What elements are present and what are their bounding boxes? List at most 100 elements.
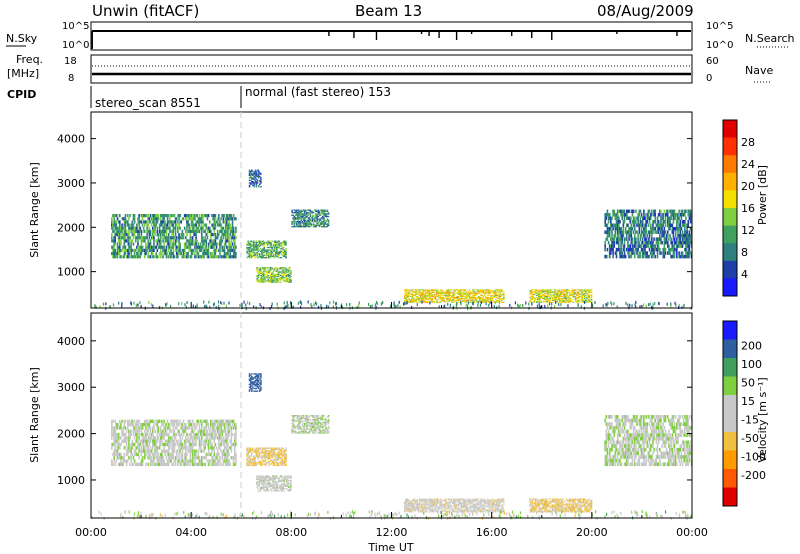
echo-cell	[120, 229, 122, 233]
echo-cell	[136, 236, 138, 240]
echo-cell	[267, 269, 270, 271]
echo-cell	[534, 292, 537, 294]
echo-cell	[684, 223, 686, 227]
echo-cell	[546, 292, 548, 294]
echo-cell	[633, 226, 636, 231]
echo-cell	[553, 298, 555, 300]
echo-cell	[684, 233, 686, 238]
echo-cell	[192, 248, 195, 252]
echo-cell	[156, 462, 159, 467]
echo-cell	[140, 426, 143, 430]
echo-cell	[611, 244, 613, 248]
echo-cell	[162, 255, 164, 259]
echo-cell	[189, 232, 192, 237]
echo-cell	[635, 247, 637, 252]
echo-cell	[689, 240, 692, 245]
echo-cell	[682, 237, 685, 241]
echo-cell	[158, 226, 161, 230]
echo-cell	[178, 429, 180, 433]
echo-cell	[277, 280, 280, 282]
echo-cell	[195, 220, 197, 224]
echo-cell	[408, 300, 411, 302]
echo-cell	[643, 251, 645, 255]
echo-cell	[688, 230, 691, 234]
echo-cell	[254, 177, 257, 179]
echo-cell	[208, 239, 211, 243]
echo-cell	[253, 252, 255, 254]
echo-cell	[167, 248, 170, 252]
echo-cell	[285, 268, 288, 270]
echo-cell	[247, 244, 250, 246]
echo-cell	[585, 301, 587, 303]
echo-cell	[652, 244, 654, 248]
echo-cell	[191, 217, 194, 221]
echo-cell	[293, 215, 296, 218]
echo-cell	[303, 224, 306, 227]
echo-cell	[267, 276, 270, 278]
echo-cell	[648, 237, 651, 241]
echo-cell	[670, 216, 672, 221]
echo-cell	[188, 439, 191, 443]
echo-cell	[174, 217, 177, 221]
echo-cell	[497, 300, 499, 302]
echo-cell	[310, 224, 313, 227]
echo-cell	[171, 229, 173, 233]
echo-cell	[608, 251, 611, 255]
echo-cell	[656, 230, 659, 234]
echo-cell	[550, 289, 553, 291]
echo-cell	[301, 226, 304, 228]
echo-cell	[416, 291, 419, 293]
echo-cell	[278, 272, 281, 274]
echo-cell	[423, 294, 425, 296]
echo-cell	[566, 299, 569, 301]
echo-cell	[618, 240, 620, 245]
echo-cell	[478, 296, 480, 298]
echo-cell	[170, 439, 172, 443]
echo-cell	[269, 249, 271, 251]
scatter-cell	[291, 305, 293, 309]
echo-cell	[153, 439, 155, 443]
echo-cell	[169, 456, 171, 460]
echo-cell	[294, 212, 297, 214]
echo-cell	[483, 298, 486, 300]
echo-cell	[131, 220, 134, 224]
echo-cell	[444, 294, 447, 296]
echo-cell	[195, 229, 197, 233]
echo-cell	[156, 217, 159, 221]
echo-cell	[503, 294, 505, 296]
echo-cell	[200, 226, 203, 230]
echo-cell	[152, 426, 154, 430]
echo-cell	[641, 230, 644, 234]
echo-cell	[205, 248, 208, 252]
echo-cell	[111, 446, 113, 450]
echo-cell	[267, 271, 270, 273]
echo-cell	[182, 255, 185, 259]
echo-cell	[463, 294, 465, 296]
echo-cell	[263, 248, 266, 250]
echo-cell	[165, 255, 168, 259]
echo-cell	[645, 220, 647, 224]
echo-cell	[111, 252, 113, 256]
echo-cell	[273, 244, 276, 246]
echo-cell	[571, 300, 573, 302]
echo-cell	[147, 446, 150, 450]
echo-cell	[268, 246, 270, 249]
echo-cell	[265, 243, 268, 245]
echo-cell	[156, 248, 159, 252]
echo-cell	[671, 230, 674, 234]
nsearch-tick-bottom: 10^0	[706, 40, 733, 51]
echo-cell	[495, 298, 497, 300]
echo-cell	[590, 295, 593, 297]
echo-cell	[627, 230, 629, 234]
scatter-cell	[215, 305, 217, 309]
echo-cell	[159, 245, 162, 249]
echo-cell	[475, 298, 478, 300]
echo-cell	[610, 216, 612, 221]
echo-cell	[673, 254, 676, 259]
echo-cell	[280, 277, 282, 279]
scatter-cell	[405, 301, 407, 305]
echo-cell	[473, 292, 476, 294]
echo-cell	[254, 169, 257, 171]
echo-cell	[317, 215, 320, 218]
echo-cell	[286, 273, 289, 275]
